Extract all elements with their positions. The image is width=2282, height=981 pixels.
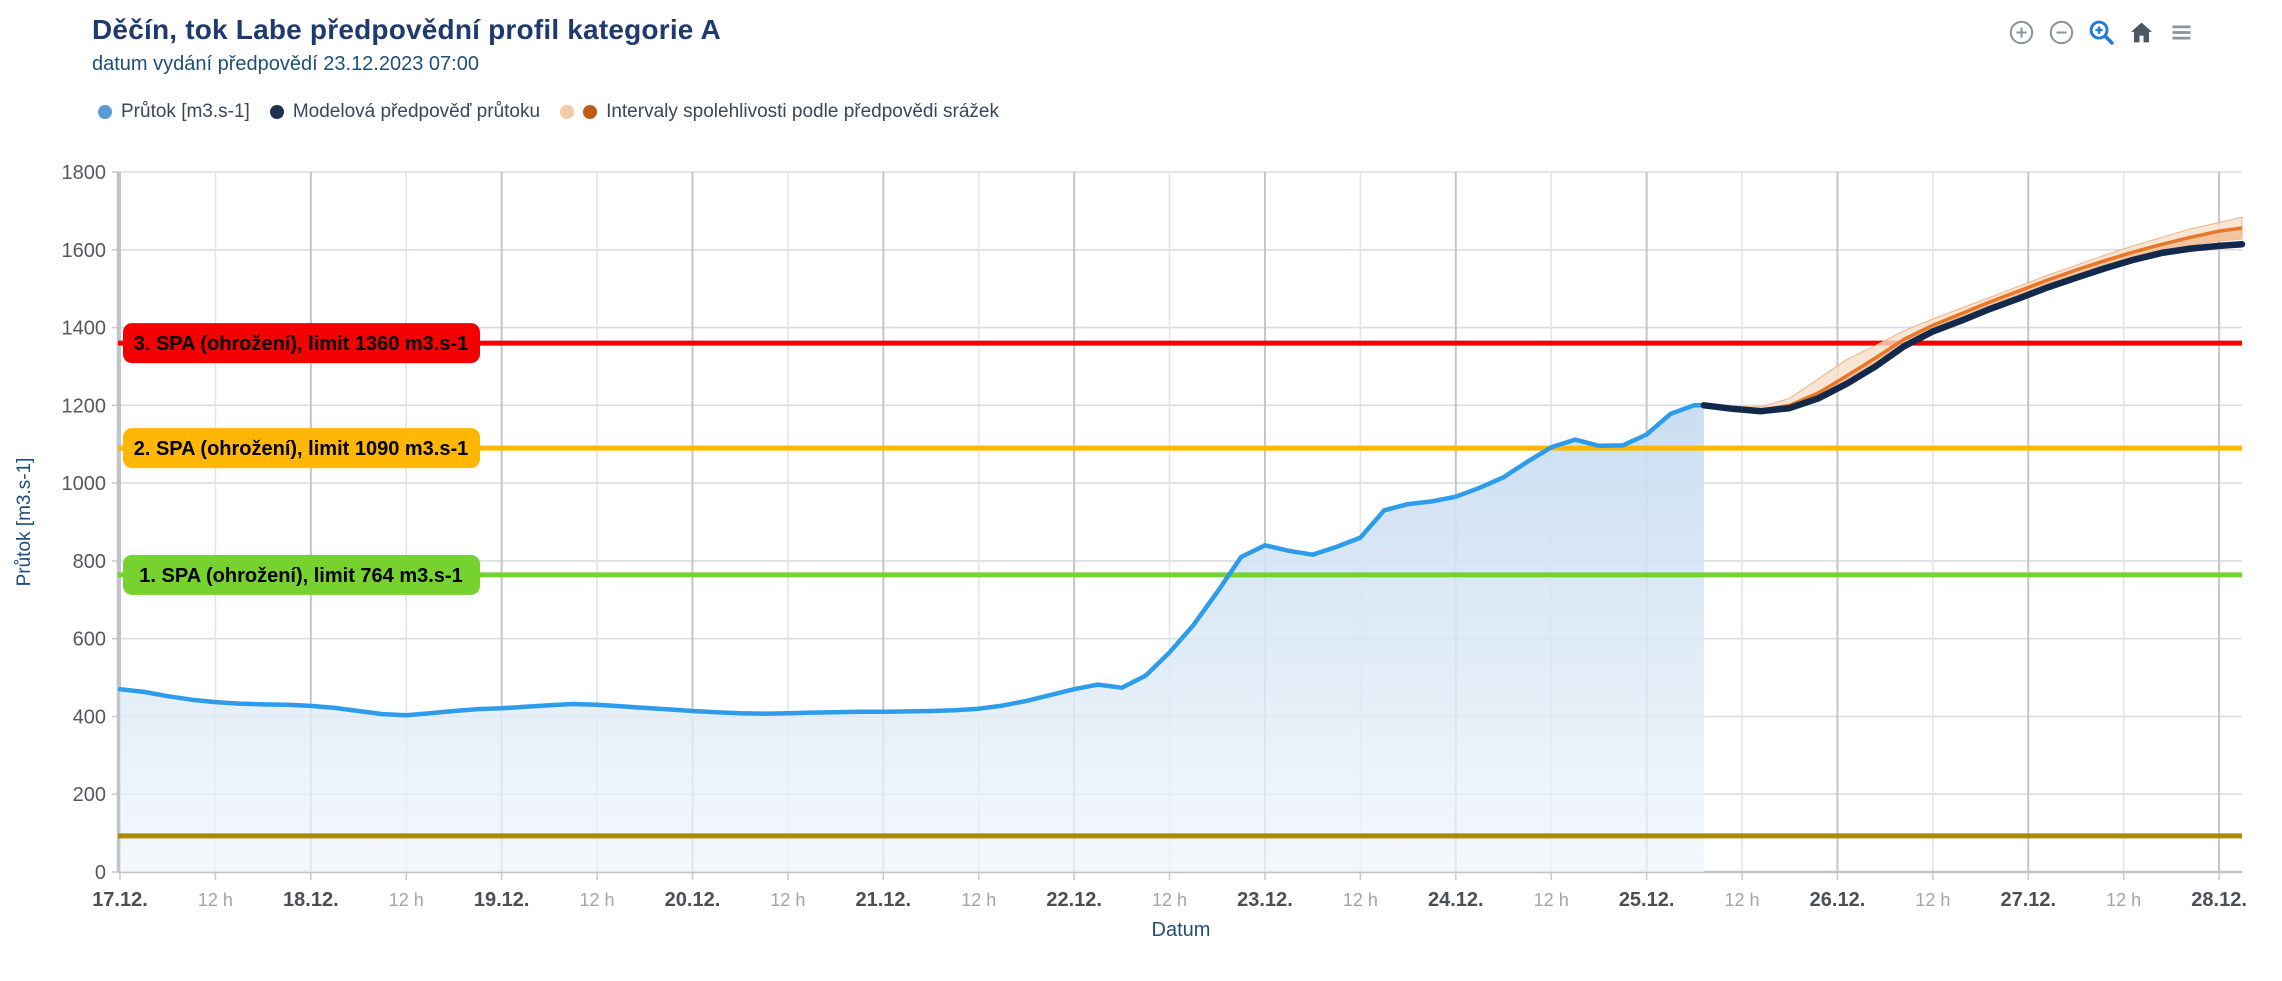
- legend-label: Modelová předpověď průtoku: [292, 101, 541, 122]
- observed-area: [120, 405, 1704, 872]
- legend-item-model-forecast[interactable]: Modelová předpověď průtoku: [269, 101, 541, 123]
- y-tick-label: 1800: [62, 162, 107, 184]
- x-tick-label: 12 h: [1725, 890, 1760, 910]
- chart-header: Děčín, tok Labe předpovědní profil kateg…: [92, 14, 721, 76]
- y-tick-label: 0: [95, 862, 106, 884]
- spa-label-2: 2. SPA (ohrožení), limit 1090 m3.s-1: [123, 428, 480, 469]
- x-tick-label: 12 h: [198, 890, 233, 910]
- menu-icon: [2168, 19, 2195, 49]
- spa-label-3: 3. SPA (ohrožení), limit 1360 m3.s-1: [123, 323, 480, 364]
- x-tick-label: 12 h: [1152, 890, 1187, 910]
- legend-label: Intervaly spolehlivosti podle předpovědi…: [606, 101, 999, 122]
- y-tick-label: 400: [73, 706, 106, 728]
- x-tick-label: 12 h: [2106, 890, 2141, 910]
- zoom-out-icon: [2048, 19, 2075, 49]
- chart-toolbar: [2008, 20, 2195, 47]
- menu-button[interactable]: [2168, 20, 2195, 47]
- x-tick-label: 12 h: [1343, 890, 1378, 910]
- x-tick-label: 25.12.: [1619, 889, 1675, 911]
- x-tick-label: 12 h: [1534, 890, 1569, 910]
- y-tick-label: 600: [73, 629, 106, 651]
- x-tick-label: 21.12.: [856, 889, 912, 911]
- x-tick-label: 12 h: [580, 890, 615, 910]
- model-forecast-line: [1700, 241, 2246, 415]
- confidence-band-dot-icon: [560, 105, 575, 119]
- observed-flow-line: [117, 403, 1707, 718]
- home-button[interactable]: [2128, 20, 2155, 47]
- forecast-series-dot-icon: [269, 105, 284, 119]
- y-tick-label: 800: [73, 551, 106, 573]
- observed-series-dot-icon: [98, 105, 112, 119]
- x-tick-label: 12 h: [1915, 890, 1950, 910]
- y-tick-label: 1200: [62, 395, 107, 417]
- legend-item-prutok[interactable]: Průtok [m3.s-1]: [98, 101, 250, 123]
- y-axis-title: Průtok [m3.s-1]: [14, 458, 35, 587]
- home-icon: [2128, 19, 2155, 49]
- legend-item-confidence-intervals[interactable]: Intervaly spolehlivosti podle předpovědi…: [560, 101, 999, 123]
- y-tick-label: 1000: [62, 473, 107, 495]
- y-tick-label: 1600: [62, 240, 107, 262]
- spa-label-1: 1. SPA (ohrožení), limit 764 m3.s-1: [123, 554, 480, 595]
- x-tick-label: 27.12.: [2000, 889, 2056, 911]
- zoom-in-icon: [2008, 19, 2035, 49]
- x-tick-label: 23.12.: [1237, 889, 1293, 911]
- chart-legend: Průtok [m3.s-1] Modelová předpověď průto…: [98, 101, 999, 123]
- x-tick-label: 12 h: [961, 890, 996, 910]
- legend-label: Průtok [m3.s-1]: [121, 101, 250, 122]
- zoom-window-icon: [2087, 18, 2116, 50]
- x-tick-label: 24.12.: [1428, 889, 1484, 911]
- x-gridlines: 17.12. 12 h 18.12. 12 h 19.12. 12 h 20.12. 12 h…: [92, 172, 2247, 911]
- x-tick-label: 20.12.: [665, 889, 721, 911]
- zoom-out-button[interactable]: [2048, 20, 2075, 47]
- spa-label-text: 3. SPA (ohrožení), limit 1360 m3.s-1: [134, 333, 469, 355]
- x-tick-label: 28.12.: [2191, 889, 2247, 911]
- y-tick-label: 1400: [62, 318, 107, 340]
- x-axis-title: Datum: [1152, 919, 1211, 941]
- forecast-issue-date: datum vydání předpovědí 23.12.2023 07:00: [92, 53, 479, 75]
- x-tick-label: 18.12.: [283, 889, 339, 911]
- zoom-window-button[interactable]: [2088, 20, 2115, 47]
- spa-label-text: 1. SPA (ohrožení), limit 764 m3.s-1: [139, 565, 462, 587]
- x-tick-label: 12 h: [389, 890, 424, 910]
- x-tick-label: 22.12.: [1046, 889, 1102, 911]
- x-tick-label: 12 h: [770, 890, 805, 910]
- y-tick-label: 200: [73, 784, 106, 806]
- zoom-in-button[interactable]: [2008, 20, 2035, 47]
- x-tick-label: 26.12.: [1810, 889, 1866, 911]
- spa-label-text: 2. SPA (ohrožení), limit 1090 m3.s-1: [134, 438, 469, 460]
- page-title: Děčín, tok Labe předpovědní profil kateg…: [92, 14, 721, 45]
- x-tick-label: 19.12.: [474, 889, 530, 911]
- confidence-median-dot-icon: [583, 105, 598, 119]
- x-tick-label: 17.12.: [92, 889, 148, 911]
